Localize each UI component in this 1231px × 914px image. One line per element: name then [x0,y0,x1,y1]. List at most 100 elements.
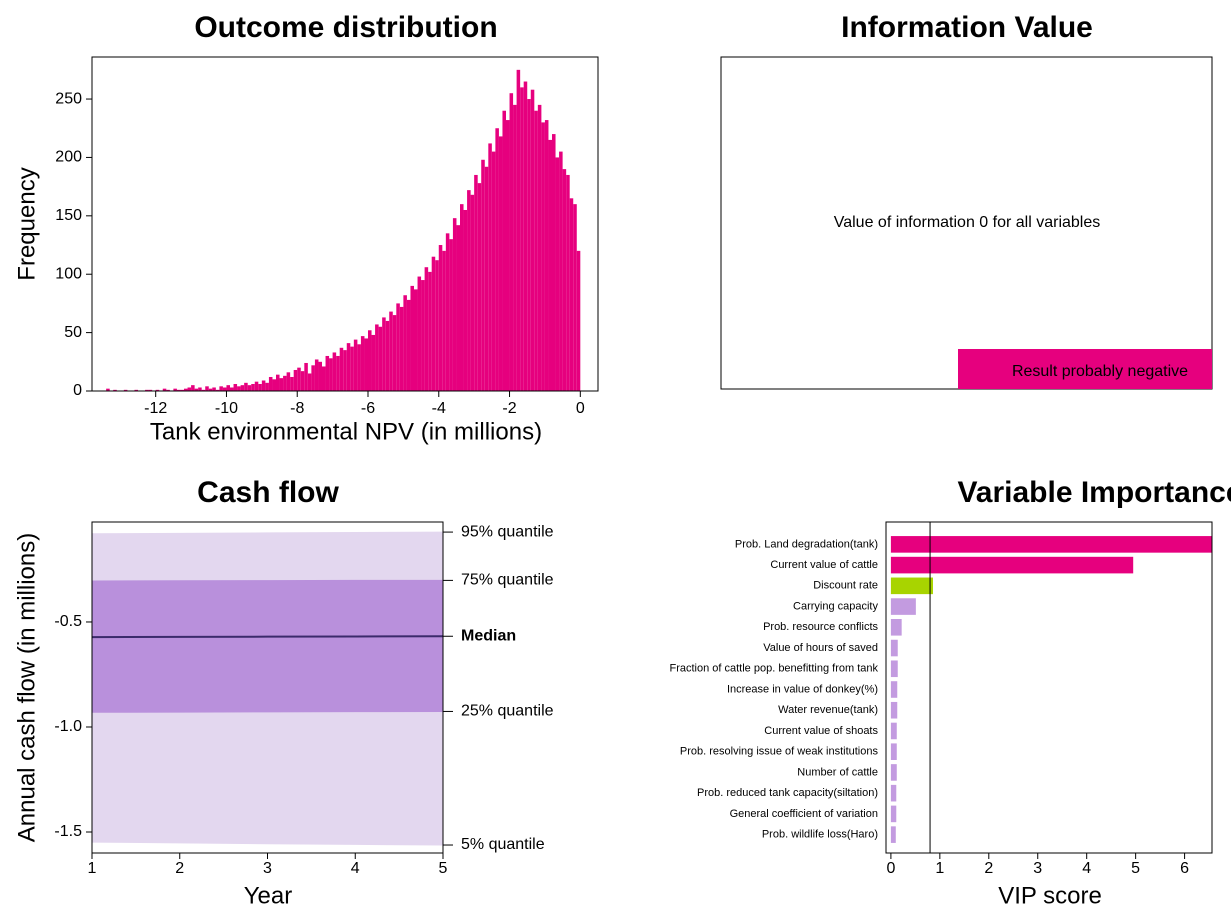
histogram-bar [414,289,418,391]
histogram-bar [389,311,393,391]
quantile-line [91,531,444,535]
histogram-bar [516,69,521,391]
histogram-bar [474,174,478,391]
chart-title: Cash flow [197,476,339,509]
chart-title: Outcome distribution [194,11,497,44]
histogram-bar [435,260,439,391]
histogram-bar [268,376,273,391]
histogram-bar [382,317,386,391]
category-label: Prob. wildlife loss(Haro) [762,829,878,841]
histogram-bar [477,183,482,391]
histogram-bar [162,388,167,391]
category-label: Prob. resource conflicts [763,621,878,633]
y-tick-label: 100 [55,265,82,282]
histogram-bar [233,383,238,391]
histogram-bar [396,303,400,391]
histogram-bar [530,89,535,391]
histogram-bar [198,387,202,391]
bar [890,556,1134,574]
histogram-bar [534,110,538,392]
histogram-bar [191,385,195,391]
category-label: General coefficient of variation [730,808,878,820]
histogram-bar [527,99,531,391]
histogram-bar [537,104,542,392]
bar [890,598,916,615]
histogram-bar [555,157,560,391]
histogram-bar [406,299,411,391]
x-axis-label: VIP score [998,882,1102,909]
x-tick-label: -4 [432,400,446,417]
histogram-bar [520,87,524,391]
histogram-bar [339,347,344,391]
plot-frame [91,56,599,392]
histogram-bar [403,295,407,391]
x-tick-label: -2 [502,400,516,417]
histogram-bar [208,388,213,391]
x-tick-label: 5 [1131,860,1140,877]
histogram-bar [300,371,305,391]
legend-box [958,349,1212,389]
histogram-bar [261,380,266,391]
quantile-band [92,580,443,713]
x-tick-label: 2 [175,860,184,877]
histogram-bar [544,120,549,392]
x-tick-label: -6 [361,400,375,417]
histogram-bar [155,389,160,391]
histogram-bar [428,271,432,391]
histogram-bar [332,352,337,391]
histogram-bar [279,378,284,391]
histogram-bar [576,250,581,391]
category-label: Prob. resolving issue of weak institutio… [680,746,879,758]
histogram-bar [346,343,351,391]
histogram-bar [495,128,499,391]
histogram-bar [145,389,149,391]
category-label: Current value of shoats [764,725,878,737]
histogram-bar [385,320,390,391]
histogram-bar [488,143,492,391]
histogram-bar [498,136,503,391]
category-label: Current value of cattle [770,559,878,571]
histogram-bar [350,346,354,391]
histogram-bar [375,324,379,391]
histogram-bar [502,110,506,392]
histogram-bar [258,383,262,391]
histogram-bar [325,355,330,391]
histogram-bar [148,389,153,391]
histogram-bar [357,344,361,391]
histogram-bar [194,388,199,391]
x-tick-label: 3 [263,860,272,877]
y-tick-label: 50 [64,324,82,341]
histogram-bar [421,280,425,391]
histogram-bar [314,359,319,391]
y-tick-label: 0 [73,382,82,399]
histogram-bar [456,225,460,391]
histogram-bar [449,239,453,391]
histogram-bar [410,285,414,391]
bar [890,639,898,657]
histogram-bar [438,245,443,391]
histogram-bar [343,350,347,391]
quantile-line [91,635,444,639]
histogram-bar [552,134,556,392]
histogram-bar [272,379,276,391]
quantile-label: Median [461,627,516,644]
histogram-bar [559,151,563,391]
histogram-bar [336,355,340,391]
x-tick-label: -10 [215,400,238,417]
histogram-bar [569,198,574,391]
histogram-bar [184,388,188,391]
bar [890,784,897,802]
x-axis-label: Tank environmental NPV (in millions) [150,418,542,445]
legend-label: Result probably negative [1012,363,1188,380]
histogram-bar [113,389,117,391]
bar [890,681,898,698]
histogram-bar [417,276,422,391]
histogram-bar [506,120,510,392]
histogram-bar [566,174,570,391]
histogram-bar [371,334,376,391]
quantile-label: 5% quantile [461,836,545,853]
note-message: Value of information 0 for all variables [834,214,1101,231]
category-label: Number of cattle [797,766,878,778]
histogram-bar [286,372,291,391]
